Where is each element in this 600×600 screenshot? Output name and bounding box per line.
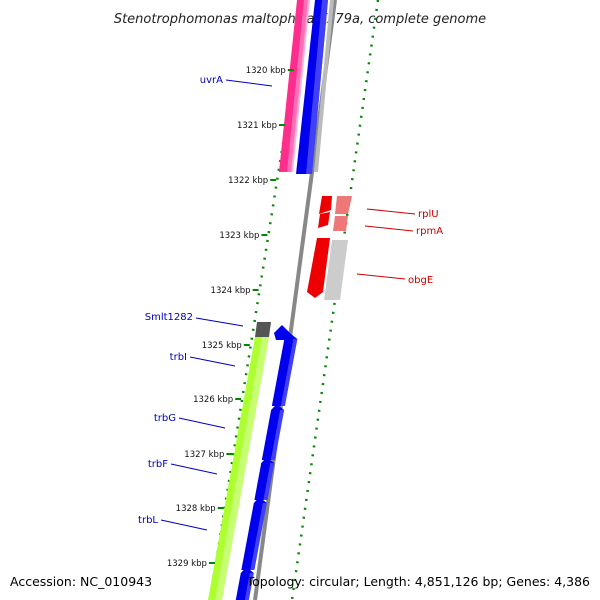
kbp-ticks: 1320 kbp 1321 kbp 1322 kbp 1323 kbp 1324 kbp… [167,66,294,569]
pink-feature-highlight [287,0,310,172]
dark-feature-block [255,322,271,337]
rplU-grey-feature [335,196,352,214]
accession-text: Accession: NC_010943 [10,574,152,589]
gene-leader-line [189,356,236,367]
rplU-gene-arrow [319,196,332,214]
gene-leader-line [170,463,218,475]
tick-label: 1324 kbp [211,286,251,296]
trb-gene-highlight [250,503,267,570]
rpmA-gene-arrow [318,212,330,228]
tick-label: 1325 kbp [202,341,242,351]
trb-gene-highlight [263,463,275,500]
reverse-gene-cluster [307,196,352,300]
obgE-grey-feature [324,240,348,300]
tick-label: 1321 kbp [237,121,277,131]
gene-label-trbF[interactable]: trbF [148,459,168,470]
gene-labels: uvrA Smlt1282 trbI trbG trbF trbL rplU rpmA obgE [138,75,443,531]
tick-label: 1328 kbp [176,504,216,514]
trb-gene-arrow [241,497,267,570]
tick-label: 1322 kbp [228,176,268,186]
genome-summary-text: Topology: circular; Length: 4,851,126 bp… [246,574,590,589]
tick-label: 1327 kbp [184,450,224,460]
gene-label-trbI[interactable]: trbI [170,352,187,363]
trb-gene-highlight [270,410,285,460]
trb-gene-arrows [235,325,298,600]
gene-label-Smlt1282[interactable]: Smlt1282 [145,312,193,323]
rpmA-grey-feature [333,216,348,231]
trb-gene-highlight [244,573,254,600]
trb-gene-arrow [271,333,298,406]
Smlt1282-gene-arrow [274,325,290,340]
green-feature-highlight [215,337,269,600]
gene-leader-line [178,417,226,429]
gene-leader-line [225,79,273,87]
grey-feature-top [314,0,334,172]
tick-label: 1323 kbp [219,231,259,241]
gene-label-rpmA[interactable]: rpmA [416,226,443,237]
trb-gene-arrow [261,404,285,460]
outer-dotted-ring [290,0,380,600]
gene-label-trbL[interactable]: trbL [138,515,158,526]
obgE-gene-arrow [307,238,330,298]
uvrA-gene-highlight [306,0,328,174]
tick-label: 1329 kbp [167,559,207,569]
gene-leader-line [195,317,244,327]
gene-leader-line [356,273,406,280]
gene-leader-line [366,208,416,215]
gene-label-uvrA[interactable]: uvrA [200,75,223,86]
gene-label-obgE[interactable]: obgE [408,275,433,286]
gene-label-rplU[interactable]: rplU [418,209,439,220]
tick-label: 1326 kbp [193,395,233,405]
tick-label: 1320 kbp [246,66,286,76]
trb-gene-highlight [280,339,298,406]
gene-leader-line [160,519,208,531]
gene-leader-line [364,225,414,232]
gene-label-trbG[interactable]: trbG [154,413,176,424]
